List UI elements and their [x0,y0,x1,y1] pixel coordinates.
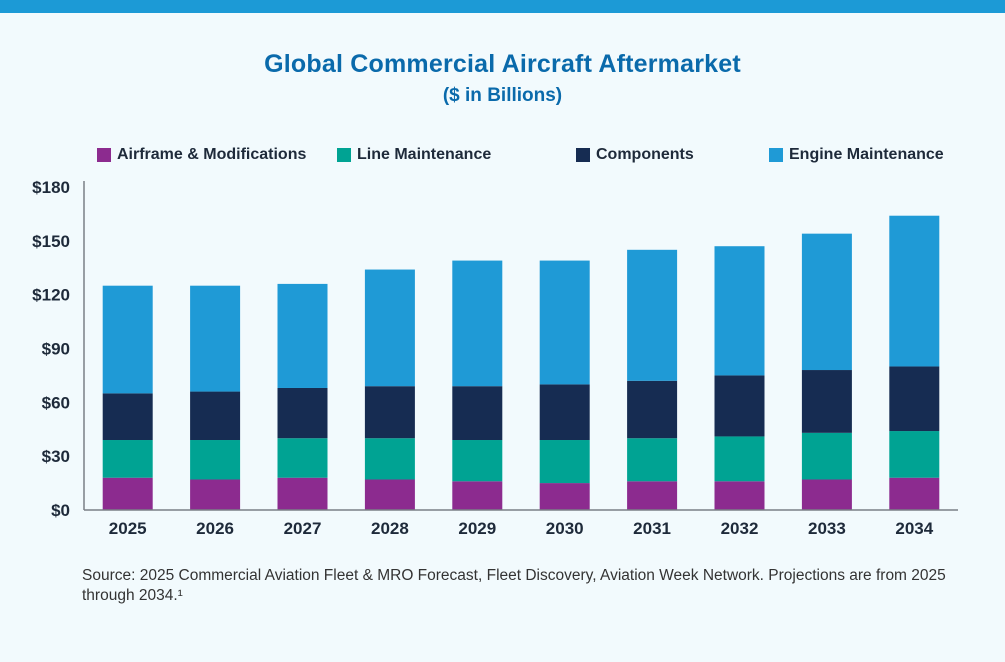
bar-2033-components [801,370,852,433]
bar-2028-components [364,386,415,439]
x-tick-label-2033: 2033 [808,519,846,538]
x-tick-label-2034: 2034 [895,519,933,538]
legend-item-engine-maintenance: Engine Maintenance [769,145,944,165]
legend-item-line-maintenance: Line Maintenance [337,145,491,165]
top-accent-bar [0,0,1005,13]
stacked-bar-chart: 2025 2026 2027 2028 2029 2030 2031 2032 2033 2034… [32,178,958,538]
bar-2031-airframe-modifications [627,481,678,510]
bar-2034-line-maintenance [889,431,940,478]
bar-2030-engine-maintenance [539,260,590,385]
bar-2028-airframe-modifications [364,479,415,510]
legend-swatch-components [576,148,590,162]
y-tick-label-90: $90 [42,340,70,359]
bar-2031-components [627,380,678,439]
bar-2029-line-maintenance [452,440,503,482]
bar-2025-engine-maintenance [102,285,153,394]
legend-swatch-engine-maintenance [769,148,783,162]
bar-2032-airframe-modifications [714,481,765,510]
bar-2029-airframe-modifications [452,481,503,510]
bar-2026-components [190,391,241,441]
y-tick-label-120: $120 [32,286,70,305]
x-tick-label-2028: 2028 [371,519,409,538]
bar-2033-engine-maintenance [801,233,852,371]
legend-label-airframe: Airframe & Modifications [117,146,307,163]
bar-2030-airframe-modifications [539,483,590,510]
bar-2030-components [539,384,590,441]
bar-2026-airframe-modifications [190,479,241,510]
bar-2033-airframe-modifications [801,479,852,510]
bar-2034-components [889,366,940,432]
legend-item-components: Components [576,145,694,165]
bar-2027-line-maintenance [277,438,328,478]
legend-item-airframe: Airframe & Modifications [97,145,306,165]
bar-2028-engine-maintenance [364,269,415,387]
bar-2029-components [452,386,503,441]
bar-2034-engine-maintenance [889,215,940,367]
y-tick-label-30: $30 [42,447,70,466]
x-tick-label-2026: 2026 [196,519,234,538]
bar-2032-line-maintenance [714,436,765,482]
bar-2025-components [102,393,153,441]
y-tick-label-150: $150 [32,232,70,251]
bar-2025-airframe-modifications [102,477,153,510]
x-tick-label-2025: 2025 [109,519,147,538]
bar-2026-engine-maintenance [190,285,241,392]
x-tick-label-2027: 2027 [284,519,322,538]
bar-2034-airframe-modifications [889,477,940,510]
x-tick-label-2029: 2029 [458,519,496,538]
bar-2032-components [714,375,765,437]
y-tick-label-0: $0 [51,501,70,520]
bar-2025-line-maintenance [102,440,153,478]
bar-2027-components [277,387,328,439]
bar-2031-engine-maintenance [627,249,678,381]
legend-label-components: Components [596,146,694,163]
bar-2033-line-maintenance [801,432,852,480]
x-tick-label-2030: 2030 [546,519,584,538]
y-tick-label-180: $180 [32,178,70,197]
bar-2027-airframe-modifications [277,477,328,510]
legend-label-engine-maintenance: Engine Maintenance [789,146,944,163]
legend-label-line-maintenance: Line Maintenance [357,146,492,163]
bar-2030-line-maintenance [539,440,590,484]
chart-subtitle: ($ in Billions) [442,85,563,106]
bar-2029-engine-maintenance [452,260,503,387]
bar-2026-line-maintenance [190,440,241,480]
bar-2032-engine-maintenance [714,246,765,376]
source-note: Source: 2025 Commercial Aviation Fleet &… [82,567,946,604]
bar-2027-engine-maintenance [277,283,328,388]
bar-2031-line-maintenance [627,438,678,482]
legend-swatch-airframe [97,148,111,162]
x-tick-label-2032: 2032 [721,519,759,538]
bar-2028-line-maintenance [364,438,415,480]
legend-swatch-line-maintenance [337,148,351,162]
y-tick-label-60: $60 [42,393,70,412]
x-tick-label-2031: 2031 [633,519,671,538]
chart-title: Global Commercial Aircraft Aftermarket [264,50,741,78]
